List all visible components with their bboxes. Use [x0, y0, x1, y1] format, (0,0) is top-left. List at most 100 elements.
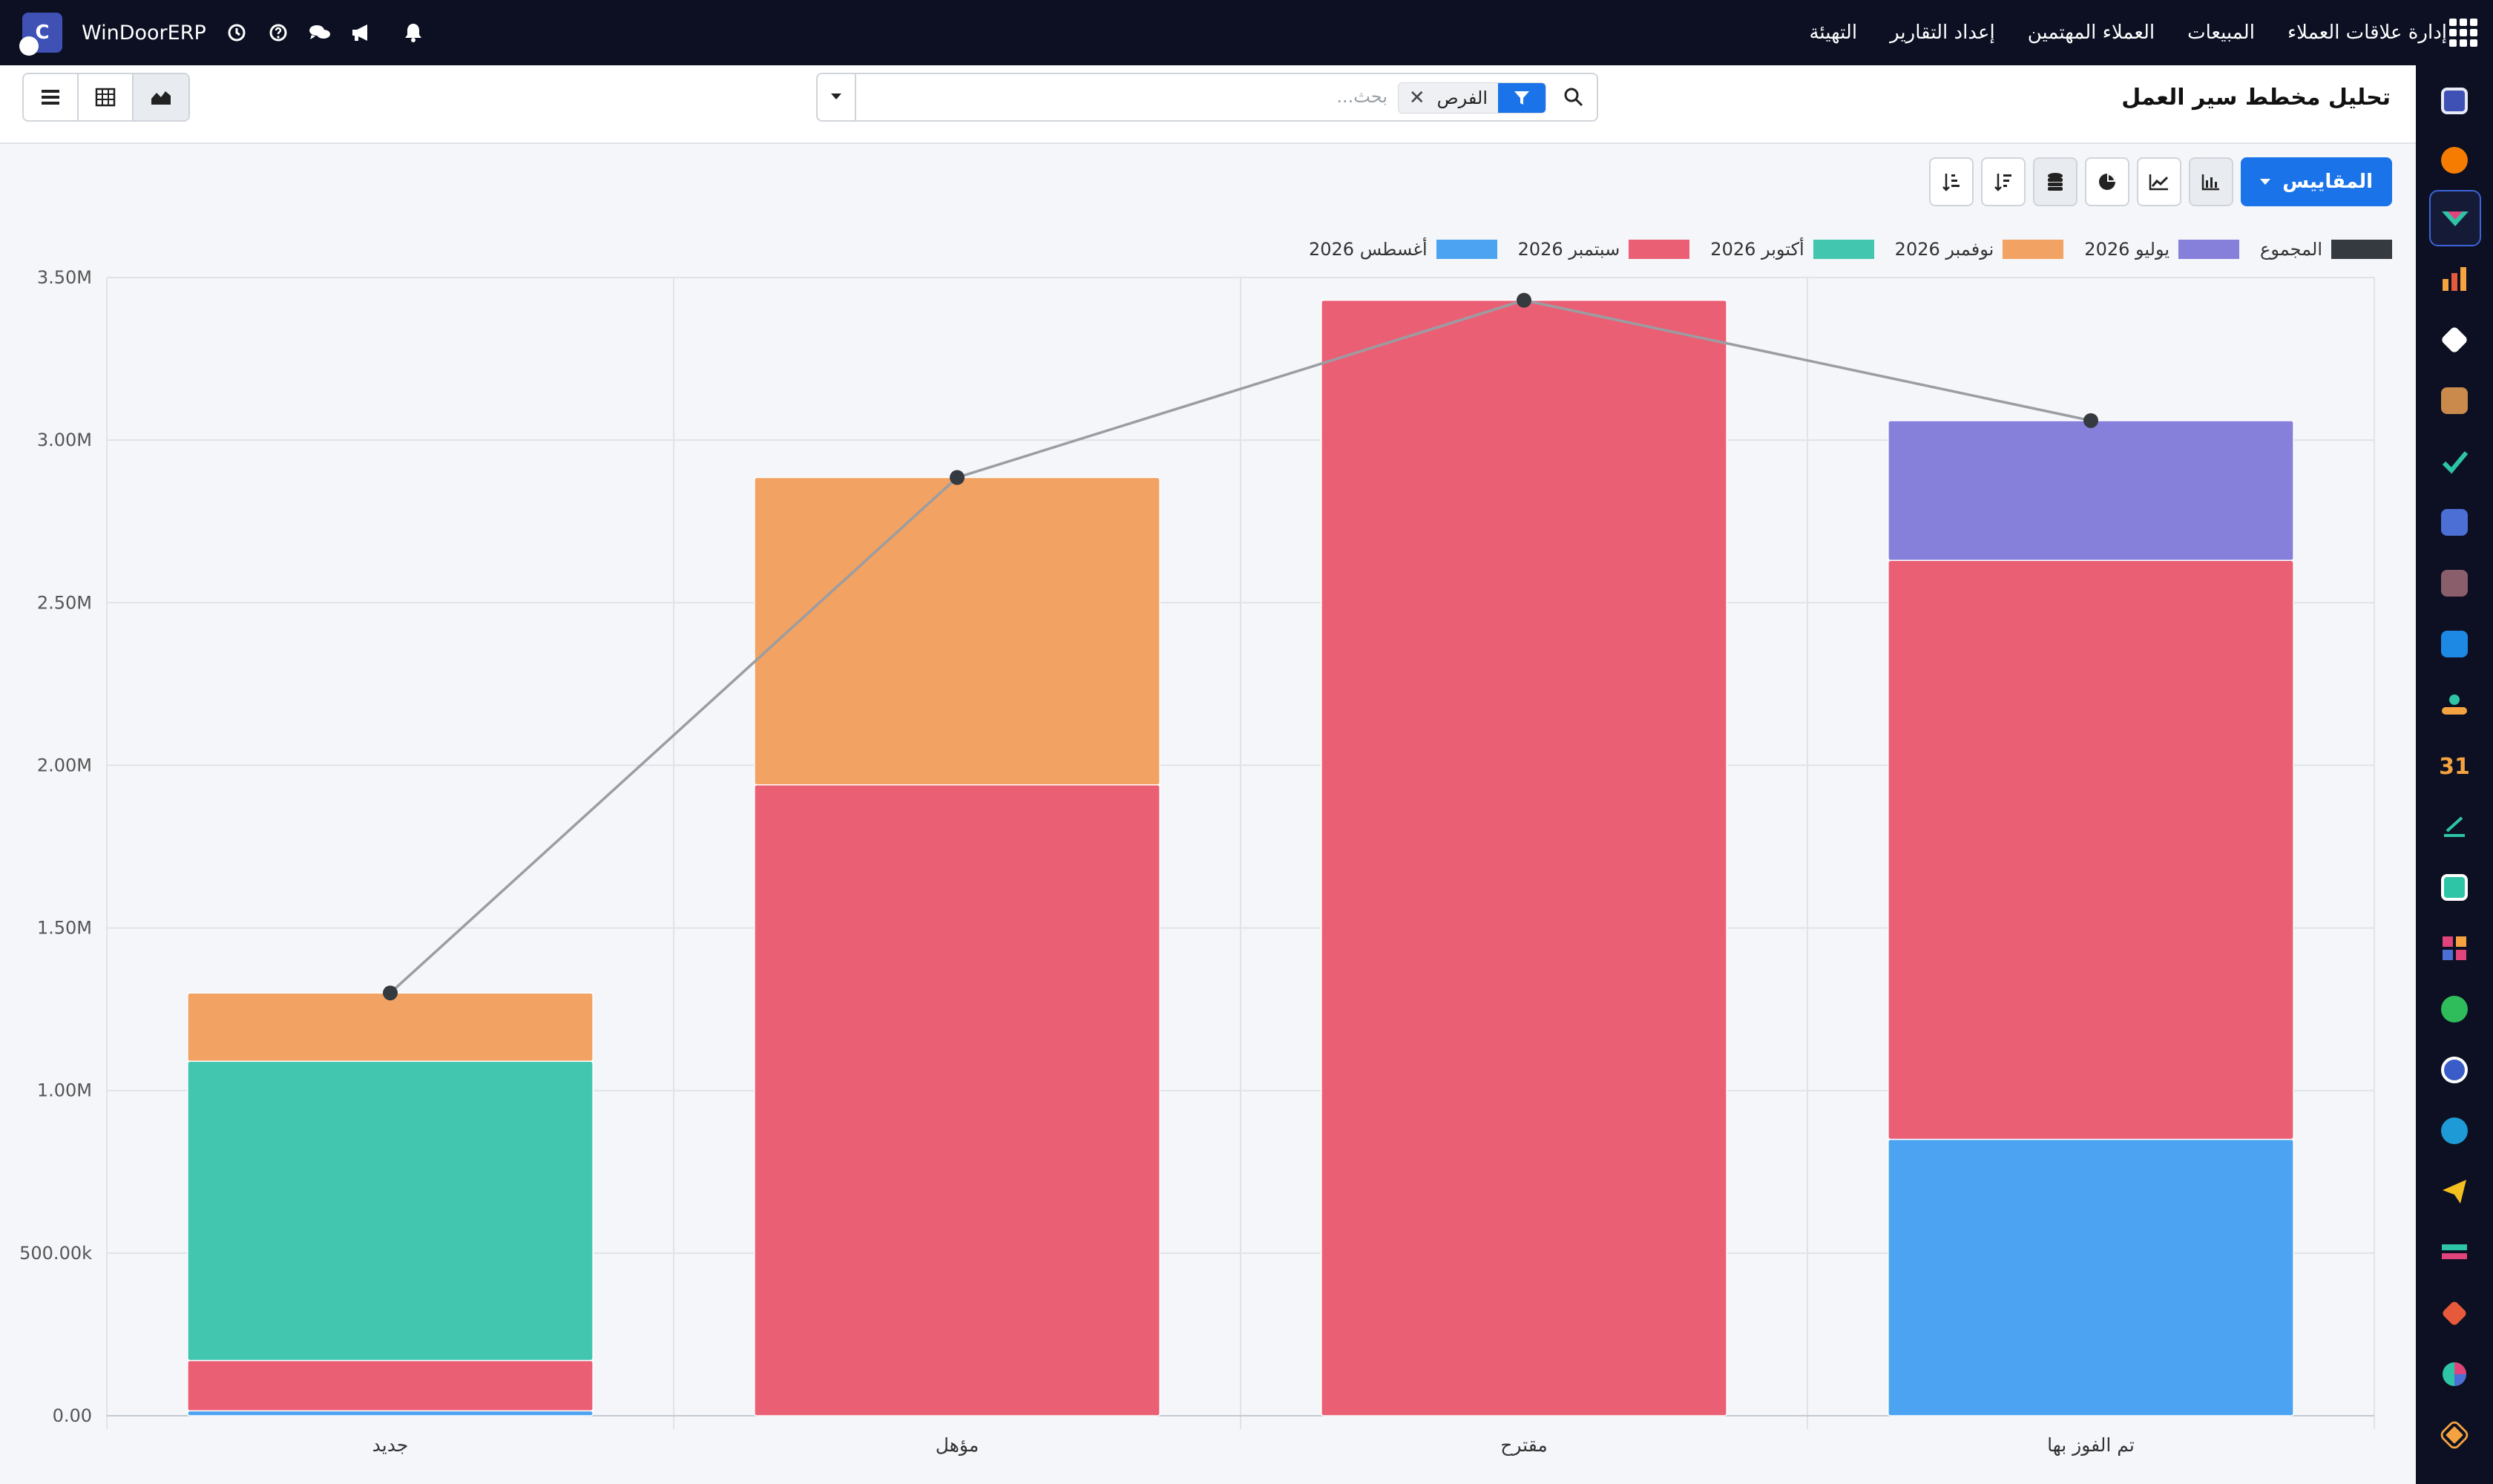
y-tick-label: 2.00M [37, 755, 92, 775]
x-tick-label: تم الفوز بها [2047, 1434, 2135, 1457]
list-view-button[interactable] [24, 74, 79, 120]
legend-label: سبتمبر 2026 [1517, 239, 1620, 260]
dashboards-icon[interactable] [2435, 929, 2474, 968]
search-facet[interactable]: الفرص ✕ [1397, 82, 1546, 114]
total-point [950, 470, 965, 485]
menu-item-configuration[interactable]: التهيئة [1809, 22, 1858, 44]
top-navbar: إدارة علاقات العملاء المبيعات العملاء ال… [0, 0, 2493, 65]
legend-item-july[interactable]: يوليو 2026 [2084, 239, 2240, 260]
settings-icon[interactable] [2435, 1416, 2474, 1454]
crm-icon[interactable] [2429, 190, 2481, 246]
contacts-icon[interactable] [2435, 381, 2474, 420]
ascending-sort-button[interactable] [1929, 157, 1974, 206]
tasks-icon[interactable] [2435, 442, 2474, 481]
x-tick-label: مقترح [1500, 1434, 1548, 1456]
menu-item-crm[interactable]: إدارة علاقات العملاء [2287, 22, 2447, 44]
apps-menu-icon[interactable] [2448, 18, 2478, 47]
page-title: تحليل مخطط سير العمل [2121, 85, 2391, 111]
apps-icon[interactable] [2435, 1294, 2474, 1333]
knowledge-icon[interactable] [2435, 503, 2474, 542]
discuss-icon[interactable] [2435, 141, 2474, 180]
bar-segment [1888, 420, 2294, 562]
bar-segment [187, 1359, 594, 1412]
graph-view-button[interactable] [134, 74, 188, 120]
inventory-icon[interactable] [2435, 321, 2474, 359]
y-tick-label: 2.50M [37, 592, 92, 613]
y-tick-label: 3.00M [37, 430, 92, 450]
stacked-toggle-button[interactable] [2033, 157, 2078, 206]
line-chart-button[interactable] [2137, 157, 2182, 206]
menu-item-sales[interactable]: المبيعات [2187, 22, 2255, 44]
payroll-icon[interactable] [2435, 1233, 2474, 1272]
invoicing-icon[interactable] [2435, 625, 2474, 663]
whatsapp-icon[interactable] [2435, 990, 2474, 1028]
legend-item-august[interactable]: أغسطس 2026 [1309, 239, 1497, 260]
total-point [383, 985, 398, 1001]
total-line [389, 298, 2092, 994]
telegram-icon[interactable] [2435, 1172, 2474, 1211]
legend-item-total[interactable]: المجموع [2260, 239, 2392, 260]
svg-text:31: 31 [2440, 754, 2469, 778]
company-logo[interactable]: C [19, 13, 62, 56]
menu-item-leads[interactable]: العملاء المهتمين [2027, 22, 2155, 44]
caret-down-icon [2260, 179, 2271, 185]
descending-sort-button[interactable] [1981, 157, 2026, 206]
legend-item-september[interactable]: سبتمبر 2026 [1518, 239, 1690, 260]
pie-icon[interactable] [2435, 1355, 2474, 1393]
search-bar[interactable]: الفرص ✕ بحث... [816, 73, 1598, 122]
product-icon[interactable] [2435, 564, 2474, 603]
control-panel: تحليل مخطط سير العمل الفرص ✕ بحث... [0, 65, 2416, 144]
legend-swatch [2178, 240, 2240, 259]
help-icon[interactable] [267, 22, 289, 44]
time-off-icon[interactable] [2435, 1051, 2474, 1089]
apps-sidebar: 31 [2416, 65, 2493, 1484]
company-name[interactable]: WinDoorERP [82, 21, 206, 45]
sales-icon[interactable] [2435, 260, 2474, 298]
bar-segment [187, 1410, 594, 1416]
measures-button[interactable]: المقاييس [2241, 157, 2392, 206]
website-icon[interactable] [2435, 1112, 2474, 1150]
legend-swatch [1813, 240, 1874, 259]
y-tick-label: 500.00k [19, 1243, 92, 1264]
total-point [1517, 292, 1531, 308]
search-options-toggle[interactable] [818, 74, 856, 120]
calendar-icon[interactable]: 31 [2435, 746, 2474, 785]
legend-item-october[interactable]: أكتوبر 2026 [1710, 239, 1874, 260]
legend-swatch [1629, 240, 1690, 259]
legend-item-november[interactable]: نوفمبر 2026 [1895, 239, 2064, 260]
chart-legend: المجموع يوليو 2026 نوفمبر 2026 أكتوبر 20… [1309, 239, 2392, 260]
remove-facet-icon[interactable]: ✕ [1408, 87, 1425, 109]
bar-segment [187, 1060, 594, 1362]
sign-icon[interactable] [2435, 807, 2474, 846]
bar-segment [1888, 559, 2294, 1140]
bell-icon[interactable] [402, 22, 424, 44]
bar-segment [187, 992, 594, 1063]
legend-swatch [2003, 240, 2064, 259]
pie-chart-button[interactable] [2085, 157, 2130, 206]
legend-swatch [2331, 240, 2392, 259]
bar-chart-button[interactable] [2189, 157, 2234, 206]
bar-segment [754, 476, 1160, 786]
legend-label: يوليو 2026 [2084, 239, 2170, 260]
search-icon[interactable] [1555, 79, 1592, 116]
measures-label: المقاييس [2282, 171, 2373, 193]
bar-segment [1321, 299, 1727, 1416]
menu-item-reporting[interactable]: إعداد التقارير [1890, 22, 1995, 44]
members-icon[interactable] [2435, 868, 2474, 907]
x-tick-label: جديد [372, 1434, 409, 1456]
x-tick-label: مؤهل [936, 1434, 979, 1456]
search-input[interactable]: بحث... [1336, 86, 1387, 107]
pivot-view-button[interactable] [79, 74, 134, 120]
employees-icon[interactable] [2435, 686, 2474, 724]
legend-label: أغسطس 2026 [1309, 239, 1428, 260]
clock-icon[interactable] [226, 22, 248, 44]
y-tick-label: 0.00 [53, 1405, 92, 1426]
legend-label: نوفمبر 2026 [1894, 239, 1994, 260]
main-menu: إدارة علاقات العملاء المبيعات العملاء ال… [1809, 0, 2447, 65]
chat-icon[interactable] [309, 22, 331, 44]
gmail-icon[interactable] [2435, 82, 2474, 120]
total-point [2083, 413, 2098, 428]
megaphone-icon[interactable] [350, 22, 372, 44]
bar-segment [754, 784, 1160, 1416]
y-tick-label: 1.00M [37, 1080, 92, 1101]
